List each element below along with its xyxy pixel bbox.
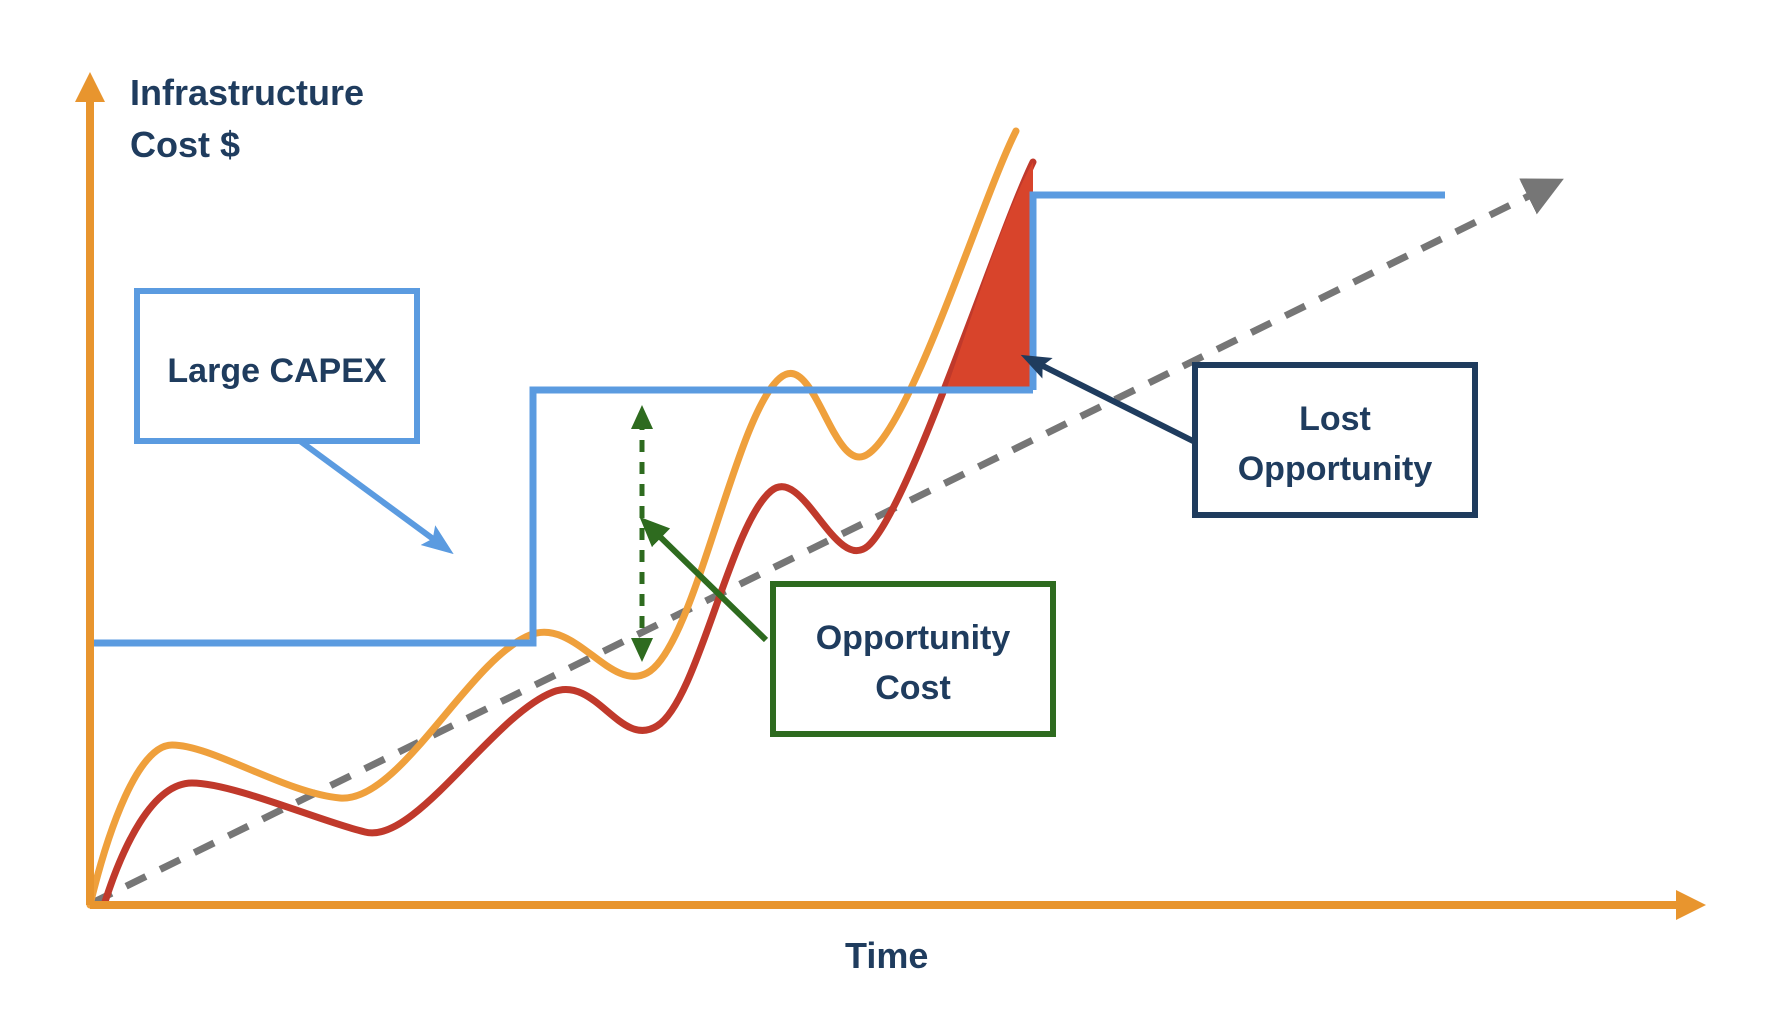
svg-text:Cost: Cost <box>875 669 951 707</box>
svg-text:Cost $: Cost $ <box>130 124 240 165</box>
svg-text:Opportunity: Opportunity <box>816 619 1011 657</box>
svg-text:Lost: Lost <box>1299 400 1371 438</box>
svg-text:Large CAPEX: Large CAPEX <box>167 352 386 390</box>
svg-text:Time: Time <box>845 935 928 976</box>
svg-text:Infrastructure: Infrastructure <box>130 72 364 113</box>
svg-text:Opportunity: Opportunity <box>1238 450 1433 488</box>
